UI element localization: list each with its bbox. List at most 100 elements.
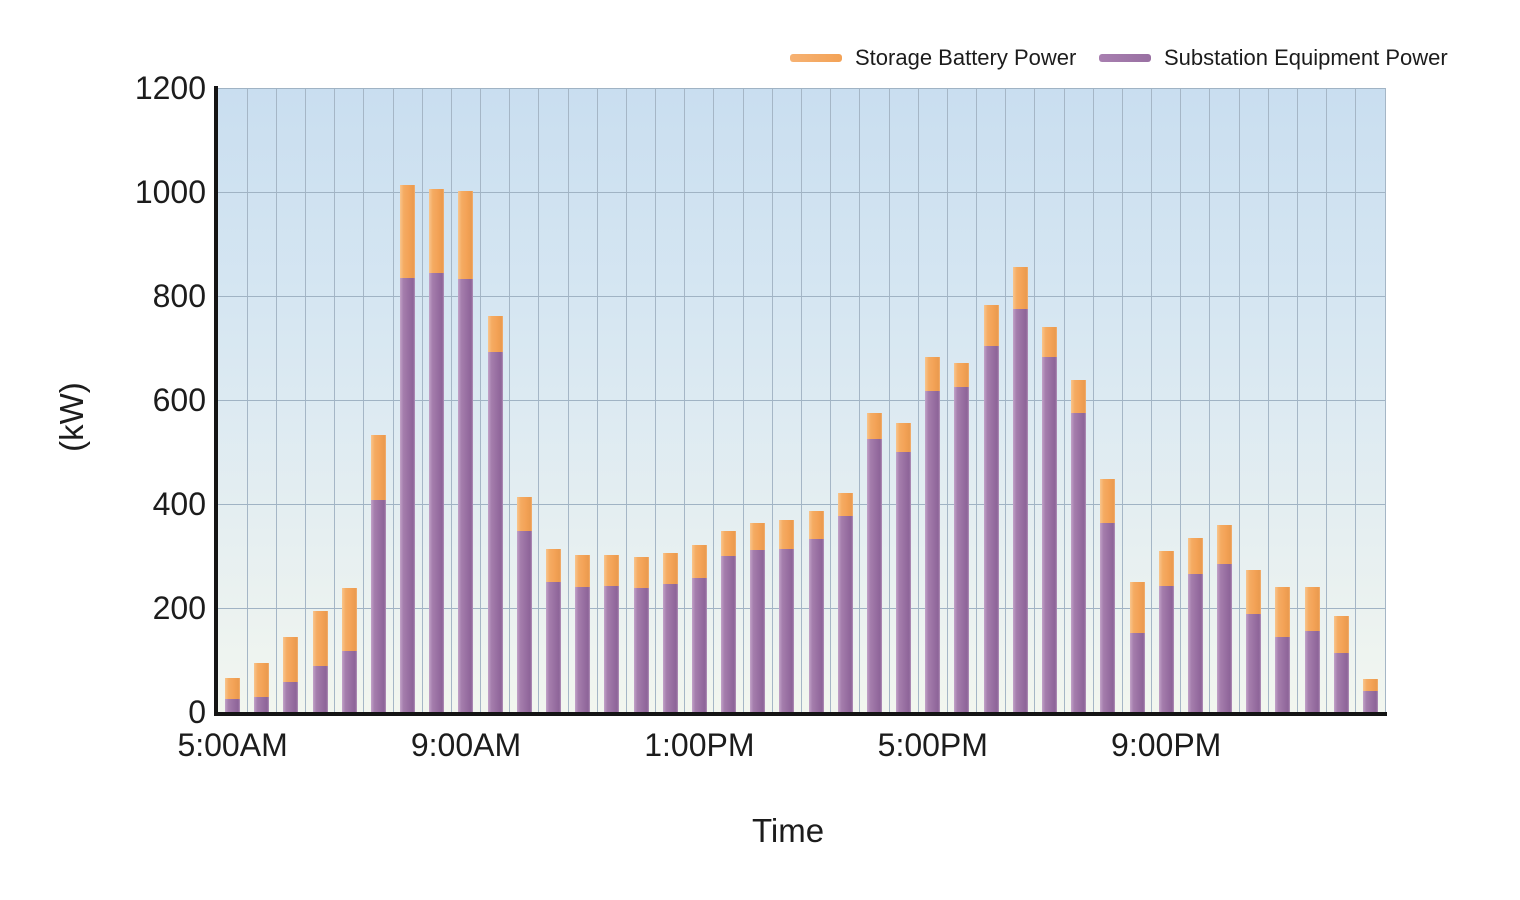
substation-segment <box>283 681 299 712</box>
bar-11:00AM <box>575 88 591 712</box>
bar-9:00PM <box>1158 88 1174 712</box>
substation-segment <box>370 499 386 712</box>
substation-segment <box>691 578 707 712</box>
y-tick-0: 0 <box>188 694 206 730</box>
substation-segment <box>983 346 999 712</box>
battery-segment <box>750 523 766 550</box>
bar-11:30PM <box>1304 88 1320 712</box>
battery-segment <box>254 662 270 698</box>
bar-11:30AM <box>604 88 620 712</box>
bar-10:30AM <box>546 88 561 712</box>
bar-8:30PM <box>1129 88 1145 712</box>
legend-swatch-battery-icon <box>790 54 842 62</box>
y-tick-200: 200 <box>152 590 206 626</box>
bar-9:00AM <box>458 88 474 712</box>
bar-9:30PM <box>1187 88 1203 712</box>
y-axis-title: (kW) <box>53 382 90 452</box>
battery-segment <box>1129 582 1145 633</box>
battery-segment <box>1100 479 1116 523</box>
x-tick-5:00AM: 5:00AM <box>177 727 288 763</box>
substation-segment <box>808 539 824 712</box>
y-tick-1200: 1200 <box>134 70 206 106</box>
battery-segment <box>225 678 241 699</box>
bar-3:30PM <box>837 88 853 712</box>
substation-segment <box>896 452 912 712</box>
x-axis-title: Time <box>751 812 825 849</box>
battery-segment <box>954 362 970 387</box>
h-gridline <box>218 504 1385 505</box>
legend-item-storage-battery: Storage Battery Power <box>790 43 1076 73</box>
h-gridline <box>218 192 1385 193</box>
bar-3:00PM <box>808 88 824 712</box>
battery-segment <box>1071 379 1087 413</box>
substation-segment <box>400 277 416 712</box>
substation-segment <box>925 390 941 712</box>
substation-segment <box>1246 613 1262 712</box>
battery-segment <box>341 588 357 651</box>
bar-12:00AM <box>1333 88 1349 712</box>
h-gridline <box>218 88 1385 89</box>
bar-12:30AM <box>1362 88 1378 712</box>
battery-segment <box>779 519 795 550</box>
battery-segment <box>575 554 591 588</box>
x-tick-9:00AM: 9:00AM <box>410 727 522 763</box>
bar-11:00PM <box>1275 88 1291 712</box>
substation-segment <box>1100 522 1116 712</box>
bar-6:30AM <box>312 88 328 712</box>
bar-10:00AM <box>516 88 532 712</box>
x-tick-1:00PM: 1:00PM <box>644 727 755 763</box>
substation-segment <box>1217 563 1233 712</box>
substation-segment <box>1012 309 1028 712</box>
h-gridline <box>218 400 1385 401</box>
substation-segment <box>254 697 270 712</box>
substation-segment <box>837 516 853 712</box>
battery-segment <box>1275 587 1291 637</box>
battery-segment <box>633 556 649 589</box>
bar-5:30PM <box>954 88 970 712</box>
substation-segment <box>1362 691 1378 712</box>
battery-segment <box>983 304 999 347</box>
x-tick-5:00PM: 5:00PM <box>877 727 988 763</box>
substation-segment <box>575 587 591 712</box>
substation-segment <box>1071 413 1087 712</box>
y-tick-1000: 1000 <box>134 174 206 210</box>
battery-segment <box>691 544 707 579</box>
bar-1:30PM <box>721 88 737 712</box>
substation-segment <box>1187 573 1203 712</box>
substation-segment <box>750 549 766 712</box>
battery-segment <box>312 610 328 667</box>
substation-segment <box>954 387 970 712</box>
bar-4:00PM <box>866 88 882 712</box>
substation-segment <box>225 699 241 712</box>
battery-segment <box>1158 551 1174 586</box>
substation-segment <box>721 556 737 712</box>
battery-segment <box>400 185 416 278</box>
substation-segment <box>312 666 328 712</box>
battery-segment <box>487 315 503 353</box>
y-tick-400: 400 <box>152 486 206 522</box>
battery-segment <box>1333 615 1349 653</box>
bar-12:30PM <box>662 88 678 712</box>
bar-6:00AM <box>283 88 299 712</box>
grid-layer <box>218 88 1386 712</box>
battery-segment <box>721 531 737 556</box>
y-axis-line <box>214 86 218 716</box>
substation-segment <box>604 586 620 712</box>
bar-8:00PM <box>1100 88 1116 712</box>
bar-5:00AM <box>225 88 241 712</box>
substation-segment <box>1333 652 1349 712</box>
bar-6:30PM <box>1012 88 1028 712</box>
substation-segment <box>1158 585 1174 712</box>
bar-6:00PM <box>983 88 999 712</box>
battery-segment <box>808 511 824 540</box>
substation-segment <box>341 650 357 712</box>
y-tick-600: 600 <box>152 382 206 418</box>
substation-segment <box>429 272 445 712</box>
bar-7:00AM <box>341 88 357 712</box>
bar-12:00PM <box>633 88 649 712</box>
legend-swatch-substation-icon <box>1099 54 1151 62</box>
battery-segment <box>925 357 941 391</box>
battery-segment <box>516 497 532 532</box>
battery-segment <box>1246 569 1262 614</box>
legend-label-storage-battery: Storage Battery Power <box>855 45 1077 70</box>
